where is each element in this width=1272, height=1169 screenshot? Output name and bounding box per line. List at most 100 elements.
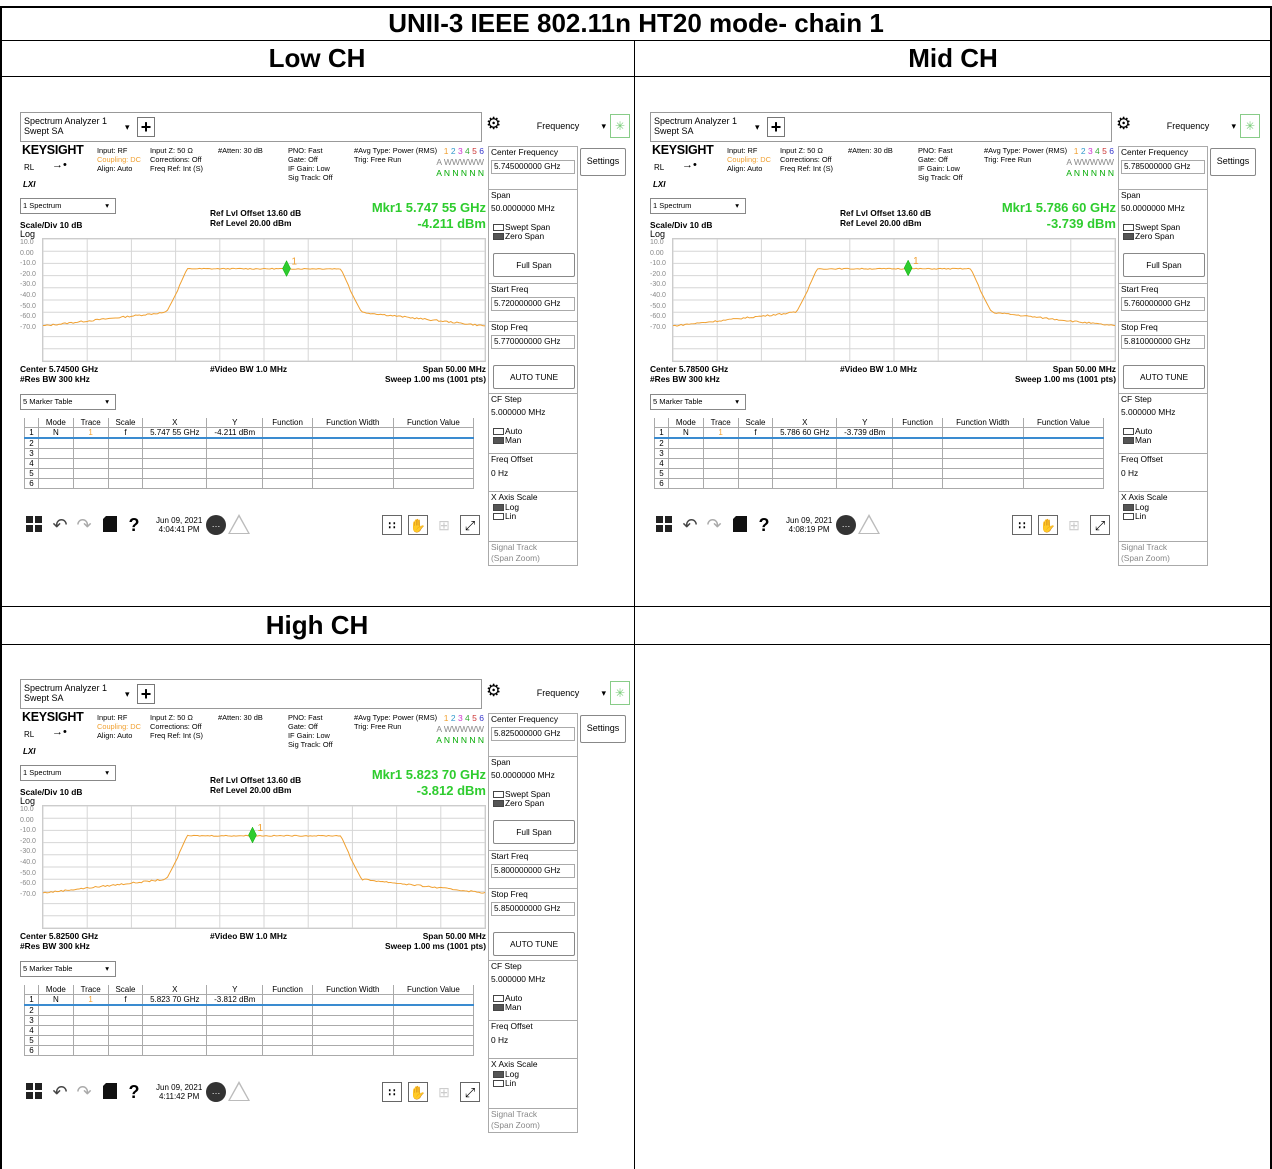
add-screen-button[interactable]: +: [137, 117, 155, 137]
marker-table-selector[interactable]: 5 Marker Table ▾: [20, 394, 116, 410]
redo-icon[interactable]: ↷: [76, 1082, 92, 1102]
table-row[interactable]: 2: [654, 437, 1105, 449]
cf-step-mode-toggle[interactable]: Auto Man: [489, 427, 577, 451]
view-selector[interactable]: 1 Spectrum ▾: [650, 198, 746, 214]
redo-icon[interactable]: ↷: [76, 515, 92, 535]
x-axis-scale-item[interactable]: X Axis Scale Log Lin: [489, 491, 577, 537]
table-row[interactable]: 6: [24, 1045, 475, 1056]
table-row[interactable]: 6: [24, 478, 475, 489]
stop-freq-value[interactable]: 5.850000000 GHz: [491, 902, 575, 916]
undo-icon[interactable]: ↶: [682, 515, 698, 535]
touch-icon[interactable]: ✋: [1038, 515, 1058, 535]
settings-button[interactable]: Settings: [580, 715, 626, 743]
windows-icon[interactable]: [24, 1082, 44, 1102]
fullscreen-icon[interactable]: ⤢: [460, 1082, 480, 1102]
table-row[interactable]: 5: [24, 1035, 475, 1046]
signal-track-item[interactable]: Signal Track (Span Zoom): [489, 1108, 577, 1132]
fullscreen-icon[interactable]: ⤢: [460, 515, 480, 535]
signal-track-item[interactable]: Signal Track (Span Zoom): [489, 541, 577, 565]
screen-dropdown-icon[interactable]: ▾: [125, 689, 130, 699]
center-frequency-value[interactable]: 5.745000000 GHz: [491, 160, 575, 174]
span-item[interactable]: Span 50.0000000 MHz: [489, 189, 577, 223]
spectrum-plot[interactable]: 1: [42, 805, 486, 929]
keypad-icon[interactable]: ∷: [1012, 515, 1032, 535]
fullscreen-icon[interactable]: ⤢: [1090, 515, 1110, 535]
stop-freq-item[interactable]: Stop Freq 5.810000000 GHz: [1119, 321, 1207, 361]
spectrum-plot[interactable]: 1: [42, 238, 486, 362]
table-row[interactable]: 1 N 1 f 5.786 60 GHz -3.739 dBm: [654, 427, 1105, 439]
help-icon[interactable]: ?: [128, 1082, 140, 1102]
start-freq-value[interactable]: 5.760000000 GHz: [1121, 297, 1205, 311]
cf-step-mode-toggle[interactable]: Auto Man: [1119, 427, 1207, 451]
cf-step-item[interactable]: CF Step 5.000000 MHz: [1119, 393, 1207, 427]
span-item[interactable]: Span 50.0000000 MHz: [1119, 189, 1207, 223]
help-icon[interactable]: ?: [758, 515, 770, 535]
windows-icon[interactable]: [24, 515, 44, 535]
table-row[interactable]: 3: [24, 1015, 475, 1026]
marker-table-selector[interactable]: 5 Marker Table ▾: [650, 394, 746, 410]
signal-track-item[interactable]: Signal Track (Span Zoom): [1119, 541, 1207, 565]
frequency-menu-button[interactable]: Frequency ▾: [1138, 114, 1238, 138]
auto-tune-button[interactable]: AUTO TUNE: [1123, 365, 1205, 389]
full-span-button[interactable]: Full Span: [1123, 253, 1205, 277]
help-icon[interactable]: ?: [128, 515, 140, 535]
freq-offset-item[interactable]: Freq Offset 0 Hz: [1119, 453, 1207, 491]
table-row[interactable]: 6: [654, 478, 1105, 489]
trace-indicator[interactable]: 1 2 3 4 5 6 A WWWWW A N N N N N: [1066, 146, 1114, 179]
windows-icon[interactable]: [654, 515, 674, 535]
table-row[interactable]: 2: [24, 1004, 475, 1016]
auto-tune-button[interactable]: AUTO TUNE: [493, 365, 575, 389]
table-row[interactable]: 5: [654, 468, 1105, 479]
auto-tune-button[interactable]: AUTO TUNE: [493, 932, 575, 956]
full-span-button[interactable]: Full Span: [493, 820, 575, 844]
frequency-menu-button[interactable]: Frequency ▾: [508, 681, 608, 705]
table-row[interactable]: 3: [24, 448, 475, 459]
center-frequency-item[interactable]: Center Frequency 5.745000000 GHz: [489, 147, 577, 179]
warning-icon[interactable]: [228, 1081, 250, 1101]
warning-icon[interactable]: [228, 514, 250, 534]
start-freq-item[interactable]: Start Freq 5.800000000 GHz: [489, 850, 577, 888]
warning-icon[interactable]: [858, 514, 880, 534]
redo-icon[interactable]: ↷: [706, 515, 722, 535]
view-selector[interactable]: 1 Spectrum ▾: [20, 198, 116, 214]
screen-dropdown-icon[interactable]: ▾: [755, 122, 760, 132]
cf-step-mode-toggle[interactable]: Auto Man: [489, 994, 577, 1018]
full-span-button[interactable]: Full Span: [493, 253, 575, 277]
marker-table-selector[interactable]: 5 Marker Table ▾: [20, 961, 116, 977]
table-row[interactable]: 2: [24, 437, 475, 449]
add-screen-button[interactable]: +: [137, 684, 155, 704]
x-axis-scale-item[interactable]: X Axis Scale Log Lin: [489, 1058, 577, 1104]
message-icon[interactable]: …: [836, 515, 856, 535]
marker-1-diamond[interactable]: [248, 826, 257, 844]
marker-1-diamond[interactable]: [282, 260, 291, 277]
cf-step-item[interactable]: CF Step 5.000000 MHz: [489, 960, 577, 994]
file-icon[interactable]: [730, 515, 750, 535]
trace-indicator[interactable]: 1 2 3 4 5 6 A WWWWW A N N N N N: [436, 713, 484, 746]
settings-button[interactable]: Settings: [1210, 148, 1256, 176]
trace-indicator[interactable]: 1 2 3 4 5 6 A WWWWW A N N N N N: [436, 146, 484, 179]
touch-icon[interactable]: ✋: [408, 1082, 428, 1102]
touch-icon[interactable]: ✋: [408, 515, 428, 535]
multi-window-icon[interactable]: ⊞: [1068, 517, 1080, 533]
table-row[interactable]: 4: [24, 458, 475, 469]
stop-freq-item[interactable]: Stop Freq 5.850000000 GHz: [489, 888, 577, 928]
start-freq-value[interactable]: 5.800000000 GHz: [491, 864, 575, 878]
span-mode-toggle[interactable]: Swept Span Zero Span: [489, 223, 577, 247]
cf-step-item[interactable]: CF Step 5.000000 MHz: [489, 393, 577, 427]
table-row[interactable]: 1 N 1 f 5.747 55 GHz -4.211 dBm: [24, 427, 475, 439]
file-icon[interactable]: [100, 515, 120, 535]
keypad-icon[interactable]: ∷: [382, 515, 402, 535]
table-row[interactable]: 5: [24, 468, 475, 479]
gear-icon[interactable]: ⚙: [486, 681, 502, 700]
screen-dropdown-icon[interactable]: ▾: [125, 122, 130, 132]
span-mode-toggle[interactable]: Swept Span Zero Span: [489, 790, 577, 814]
message-icon[interactable]: …: [206, 515, 226, 535]
file-icon[interactable]: [100, 1082, 120, 1102]
x-axis-scale-item[interactable]: X Axis Scale Log Lin: [1119, 491, 1207, 537]
table-row[interactable]: 1 N 1 f 5.823 70 GHz -3.812 dBm: [24, 994, 475, 1006]
table-row[interactable]: 3: [654, 448, 1105, 459]
stop-freq-value[interactable]: 5.810000000 GHz: [1121, 335, 1205, 349]
freq-offset-item[interactable]: Freq Offset 0 Hz: [489, 1020, 577, 1058]
undo-icon[interactable]: ↶: [52, 515, 68, 535]
span-item[interactable]: Span 50.0000000 MHz: [489, 756, 577, 790]
